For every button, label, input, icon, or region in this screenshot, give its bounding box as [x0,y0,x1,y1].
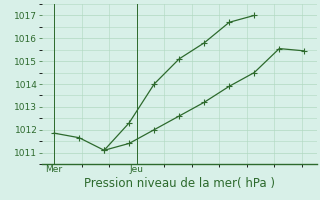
X-axis label: Pression niveau de la mer( hPa ): Pression niveau de la mer( hPa ) [84,177,275,190]
